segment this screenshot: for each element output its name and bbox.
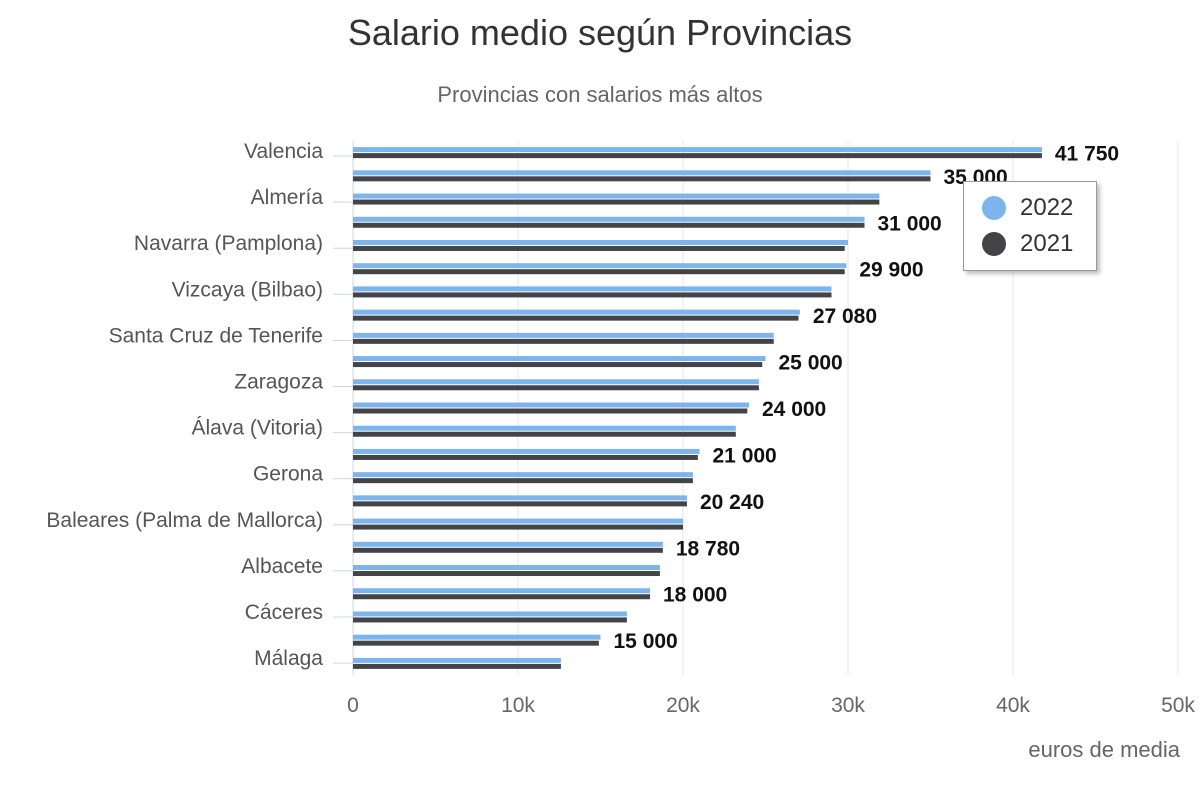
category-label: Santa Cruz de Tenerife [109,324,323,347]
bar-2022 [353,170,931,176]
category-label: Albacete [241,555,323,578]
bar-2022 [353,541,663,547]
category-ticks [333,155,353,664]
data-label: 29 900 [859,259,923,282]
bar-2021 [353,269,845,275]
data-label: 18 000 [663,584,727,607]
bar-2022 [353,425,736,431]
bar-2021 [353,547,663,553]
category-label: Vizcaya (Bilbao) [172,278,323,301]
category-label: Cáceres [245,601,323,624]
bar-2021 [353,362,763,368]
x-tick-label: 0 [347,694,359,717]
bar-2021 [353,431,736,437]
data-label: 21 000 [713,444,777,467]
category-label: Baleares (Palma de Mallorca) [46,509,323,532]
bar-2022 [353,193,880,199]
data-label: 20 240 [700,491,764,514]
bar-2021 [353,292,832,298]
bar-2021 [353,385,759,391]
data-label: 41 750 [1055,143,1119,166]
bar-2021 [353,454,698,460]
bar-2022 [353,309,800,315]
bar-2022 [353,379,759,385]
legend-swatch-2022 [982,196,1006,220]
legend-label-2021: 2021 [1020,230,1074,257]
bar-2022 [353,495,687,501]
bar-2022 [353,588,650,594]
bar-2022 [353,657,561,663]
data-label: 27 080 [813,305,877,328]
bar-2022 [353,472,693,478]
data-label: 31 000 [878,212,942,235]
bar-2021 [353,640,599,646]
chart-subtitle: Provincias con salarios más altos [437,82,763,107]
bar-2022 [353,565,660,571]
bar-2022 [353,263,847,269]
bar-2021 [353,408,748,414]
bar-2022 [353,286,832,292]
category-label: Álava (Vitoria) [192,417,324,440]
bar-2021 [353,663,561,669]
category-label: Almería [251,186,324,209]
category-labels: Valencia Almería Navarra (Pamplona) Vizcaya… [46,140,323,670]
x-tick-label: 30k [831,694,865,717]
data-label: 15 000 [614,630,678,653]
bar-2021 [353,617,627,623]
bar-2022 [353,332,774,338]
x-axis-title: euros de media [1028,737,1180,762]
bar-2021 [353,338,774,344]
bar-2021 [353,571,660,577]
legend-swatch-2021 [982,232,1006,256]
bar-2022 [353,518,683,524]
bar-2021 [353,222,865,228]
x-axis-labels: 0 10k 20k 30k 40k 50k [347,694,1195,717]
legend: 2022 2021 [963,181,1097,271]
bar-2021 [353,501,687,507]
category-label: Málaga [254,647,323,670]
bar-2022 [353,611,627,617]
bar-2021 [353,594,650,600]
category-label: Valencia [244,140,323,163]
data-label: 25 000 [779,352,843,375]
data-label: 18 780 [676,537,740,560]
bar-2021 [353,315,799,321]
chart-title: Salario medio según Provincias [347,12,853,53]
bar-2022 [353,402,749,408]
bar-2022 [353,634,601,640]
legend-item-2022[interactable]: 2022 [982,193,1073,223]
x-tick-label: 20k [666,694,700,717]
bar-2022 [353,239,848,245]
legend-label-2022: 2022 [1020,194,1074,221]
x-tick-label: 40k [996,694,1030,717]
x-tick-label: 10k [501,694,535,717]
category-label: Gerona [253,463,323,486]
bar-2021 [353,199,880,205]
bars [353,147,1042,669]
bar-2022 [353,356,766,362]
bar-2021 [353,524,683,530]
category-label: Zaragoza [234,371,323,394]
category-label: Navarra (Pamplona) [134,232,323,255]
legend-item-2021[interactable]: 2021 [982,229,1073,259]
bar-2021 [353,176,931,182]
bar-2022 [353,448,700,454]
bar-2022 [353,216,865,222]
bar-2022 [353,147,1042,153]
bar-2021 [353,153,1042,159]
x-tick-label: 50k [1161,694,1195,717]
bar-2021 [353,245,845,251]
data-label: 24 000 [762,398,826,421]
bar-2021 [353,478,693,484]
